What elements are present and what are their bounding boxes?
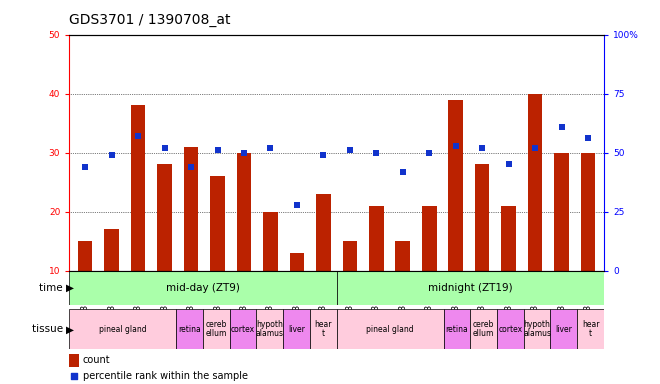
Bar: [475, 164, 490, 271]
Text: pineal gland: pineal gland: [99, 325, 147, 334]
Text: midnight (ZT19): midnight (ZT19): [428, 283, 513, 293]
Point: [292, 202, 302, 208]
Bar: [448, 99, 463, 271]
Bar: [337, 271, 604, 305]
Text: hypoth
alamus: hypoth alamus: [256, 320, 284, 338]
Text: mid-day (ZT9): mid-day (ZT9): [166, 283, 240, 293]
Bar: [131, 106, 145, 271]
Bar: [577, 309, 604, 349]
Text: pineal gland: pineal gland: [366, 325, 414, 334]
Bar: [369, 206, 383, 271]
Point: [318, 152, 329, 158]
Text: cortex: cortex: [231, 325, 255, 334]
Point: [345, 147, 355, 153]
Text: retina: retina: [178, 325, 201, 334]
Bar: [528, 94, 543, 271]
Point: [450, 142, 461, 149]
Point: [213, 147, 223, 153]
Bar: [444, 309, 471, 349]
Bar: [69, 354, 79, 367]
Bar: [176, 309, 203, 349]
Point: [397, 169, 408, 175]
Text: cortex: cortex: [498, 325, 523, 334]
Text: cereb
ellum: cereb ellum: [473, 320, 494, 338]
Bar: [157, 164, 172, 271]
Bar: [343, 241, 357, 271]
Point: [477, 145, 488, 151]
Text: percentile rank within the sample: percentile rank within the sample: [82, 371, 248, 381]
Text: hypoth
alamus: hypoth alamus: [523, 320, 551, 338]
Bar: [310, 309, 337, 349]
Bar: [471, 309, 497, 349]
Point: [239, 150, 249, 156]
Bar: [550, 309, 577, 349]
Point: [424, 150, 434, 156]
Text: hear
t: hear t: [314, 320, 332, 338]
Text: time: time: [39, 283, 66, 293]
Text: GDS3701 / 1390708_at: GDS3701 / 1390708_at: [69, 13, 231, 28]
Bar: [395, 241, 410, 271]
Bar: [104, 229, 119, 271]
Bar: [69, 271, 337, 305]
Text: ▶: ▶: [66, 324, 74, 334]
Bar: [230, 309, 256, 349]
Point: [80, 164, 90, 170]
Point: [504, 161, 514, 167]
Point: [371, 150, 381, 156]
Bar: [263, 212, 278, 271]
Bar: [524, 309, 550, 349]
Point: [133, 133, 143, 139]
Bar: [581, 153, 595, 271]
Bar: [502, 206, 516, 271]
Text: ▶: ▶: [66, 283, 74, 293]
Point: [106, 152, 117, 158]
Bar: [256, 309, 283, 349]
Bar: [554, 153, 569, 271]
Bar: [69, 309, 176, 349]
Point: [69, 373, 79, 379]
Text: tissue: tissue: [32, 324, 66, 334]
Bar: [283, 309, 310, 349]
Point: [185, 164, 196, 170]
Point: [583, 136, 593, 142]
Bar: [337, 309, 444, 349]
Bar: [316, 194, 331, 271]
Text: count: count: [82, 355, 110, 365]
Point: [265, 145, 276, 151]
Point: [556, 124, 567, 130]
Bar: [290, 253, 304, 271]
Text: liver: liver: [288, 325, 305, 334]
Point: [159, 145, 170, 151]
Text: cereb
ellum: cereb ellum: [206, 320, 227, 338]
Text: liver: liver: [555, 325, 572, 334]
Bar: [78, 241, 92, 271]
Point: [530, 145, 541, 151]
Bar: [422, 206, 436, 271]
Bar: [183, 147, 198, 271]
Text: hear
t: hear t: [581, 320, 599, 338]
Bar: [497, 309, 524, 349]
Bar: [211, 176, 225, 271]
Text: retina: retina: [446, 325, 468, 334]
Bar: [237, 153, 251, 271]
Bar: [203, 309, 230, 349]
